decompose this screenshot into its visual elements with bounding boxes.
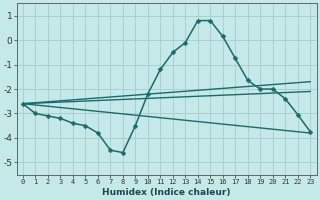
X-axis label: Humidex (Indice chaleur): Humidex (Indice chaleur) <box>102 188 231 197</box>
